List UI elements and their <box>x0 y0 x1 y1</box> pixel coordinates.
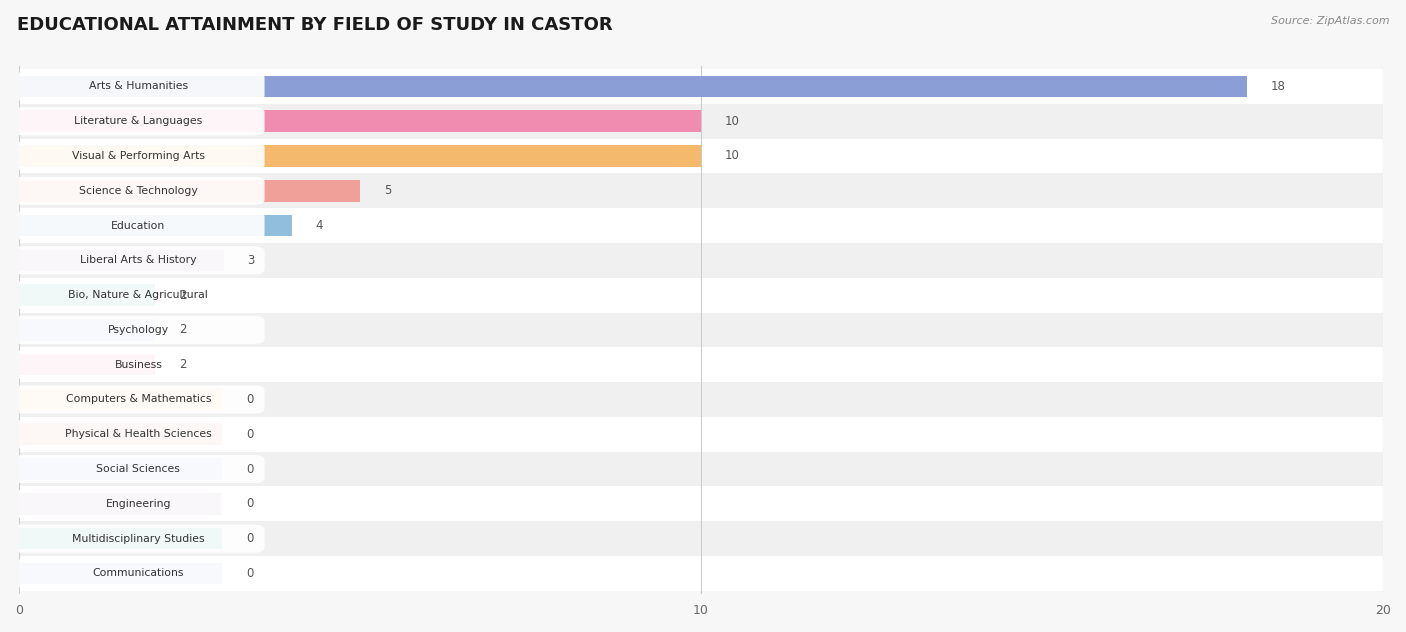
Bar <box>0 556 1406 591</box>
Text: 0: 0 <box>246 463 253 475</box>
Text: Source: ZipAtlas.com: Source: ZipAtlas.com <box>1271 16 1389 26</box>
Text: 2: 2 <box>180 358 187 371</box>
Text: Bio, Nature & Agricultural: Bio, Nature & Agricultural <box>69 290 208 300</box>
Text: Psychology: Psychology <box>108 325 169 335</box>
Bar <box>0 452 1406 487</box>
Text: Engineering: Engineering <box>105 499 172 509</box>
Text: Multidisciplinary Studies: Multidisciplinary Studies <box>72 533 205 544</box>
Bar <box>20 458 222 480</box>
Text: 0: 0 <box>246 428 253 441</box>
Text: Social Sciences: Social Sciences <box>97 464 180 474</box>
Bar <box>20 76 1247 97</box>
Bar <box>0 69 1406 104</box>
Text: Education: Education <box>111 221 166 231</box>
FancyBboxPatch shape <box>13 177 264 205</box>
Text: Physical & Health Sciences: Physical & Health Sciences <box>65 429 212 439</box>
Bar <box>0 521 1406 556</box>
Text: EDUCATIONAL ATTAINMENT BY FIELD OF STUDY IN CASTOR: EDUCATIONAL ATTAINMENT BY FIELD OF STUDY… <box>17 16 613 33</box>
Text: 2: 2 <box>180 324 187 336</box>
Bar <box>0 243 1406 277</box>
Bar <box>0 208 1406 243</box>
Text: 0: 0 <box>246 567 253 580</box>
Bar <box>20 528 222 549</box>
FancyBboxPatch shape <box>13 455 264 483</box>
Text: 3: 3 <box>247 254 254 267</box>
Text: Visual & Performing Arts: Visual & Performing Arts <box>72 151 205 161</box>
Text: Arts & Humanities: Arts & Humanities <box>89 82 188 92</box>
Bar <box>20 180 360 202</box>
Bar <box>20 145 702 167</box>
Text: 18: 18 <box>1271 80 1285 93</box>
Text: 10: 10 <box>725 150 740 162</box>
Bar <box>0 173 1406 208</box>
Text: 10: 10 <box>725 115 740 128</box>
Bar <box>0 487 1406 521</box>
Bar <box>20 562 222 584</box>
Text: 2: 2 <box>180 289 187 301</box>
FancyBboxPatch shape <box>13 246 264 274</box>
Bar <box>20 111 702 132</box>
Bar <box>20 354 156 375</box>
FancyBboxPatch shape <box>13 525 264 552</box>
FancyBboxPatch shape <box>13 107 264 135</box>
FancyBboxPatch shape <box>13 559 264 588</box>
FancyBboxPatch shape <box>13 281 264 309</box>
Text: 5: 5 <box>384 185 391 197</box>
FancyBboxPatch shape <box>13 316 264 344</box>
Bar <box>20 250 224 271</box>
FancyBboxPatch shape <box>13 490 264 518</box>
Bar <box>0 138 1406 173</box>
Bar <box>20 319 156 341</box>
Text: Communications: Communications <box>93 568 184 578</box>
Bar <box>0 313 1406 348</box>
FancyBboxPatch shape <box>13 142 264 170</box>
Text: 0: 0 <box>246 393 253 406</box>
Text: Computers & Mathematics: Computers & Mathematics <box>66 394 211 404</box>
Bar <box>0 417 1406 452</box>
Text: Business: Business <box>114 360 162 370</box>
FancyBboxPatch shape <box>13 420 264 448</box>
FancyBboxPatch shape <box>13 212 264 240</box>
Bar <box>0 277 1406 313</box>
Text: 0: 0 <box>246 497 253 510</box>
Text: 4: 4 <box>316 219 323 232</box>
Bar <box>20 493 222 514</box>
Bar <box>20 215 292 236</box>
Text: Literature & Languages: Literature & Languages <box>75 116 202 126</box>
Bar <box>0 382 1406 417</box>
FancyBboxPatch shape <box>13 386 264 413</box>
Text: Science & Technology: Science & Technology <box>79 186 198 196</box>
Bar <box>20 389 222 410</box>
Text: Liberal Arts & History: Liberal Arts & History <box>80 255 197 265</box>
FancyBboxPatch shape <box>13 351 264 379</box>
Bar <box>20 423 222 445</box>
Bar <box>20 284 156 306</box>
FancyBboxPatch shape <box>13 73 264 100</box>
Text: 0: 0 <box>246 532 253 545</box>
Bar <box>0 348 1406 382</box>
Bar <box>0 104 1406 138</box>
